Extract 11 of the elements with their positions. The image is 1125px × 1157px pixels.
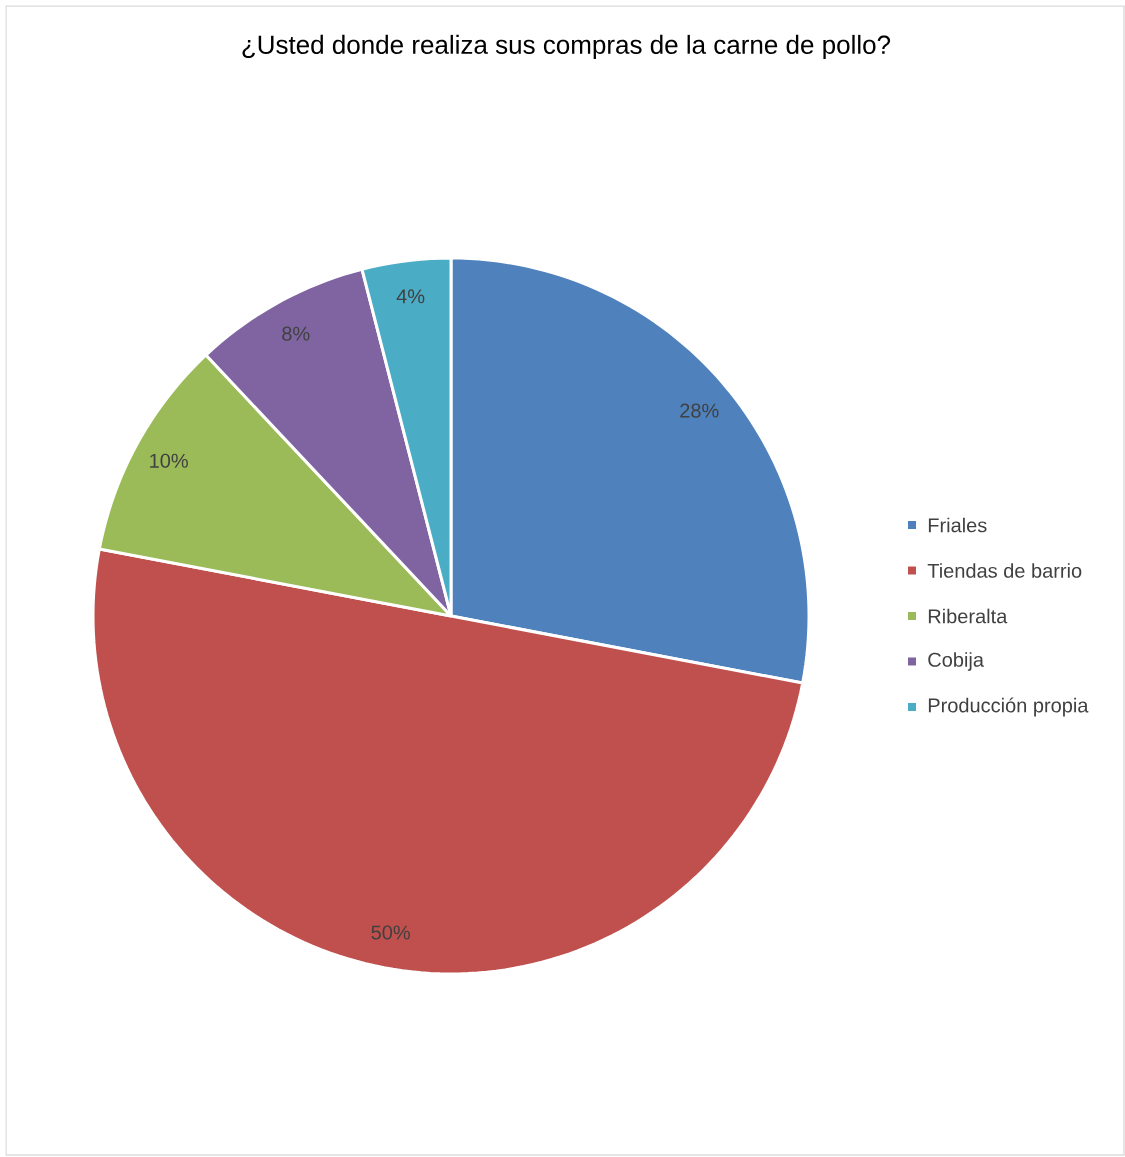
data-label: 10% xyxy=(150,453,188,468)
legend-label: Riberalta xyxy=(928,608,1008,624)
legend-label: Friales xyxy=(928,517,987,533)
legend-label: Producción propia xyxy=(928,697,1089,717)
data-label: 4% xyxy=(396,289,425,304)
chart-title: ¿Usted donde realiza sus compras de la carne de pollo? xyxy=(242,34,891,60)
data-label: 28% xyxy=(680,403,719,418)
legend-label: Cobija xyxy=(928,652,984,671)
data-label: 50% xyxy=(371,925,410,940)
legend-label: Tiendas de barrio xyxy=(927,563,1082,578)
data-label: 8% xyxy=(282,326,310,341)
